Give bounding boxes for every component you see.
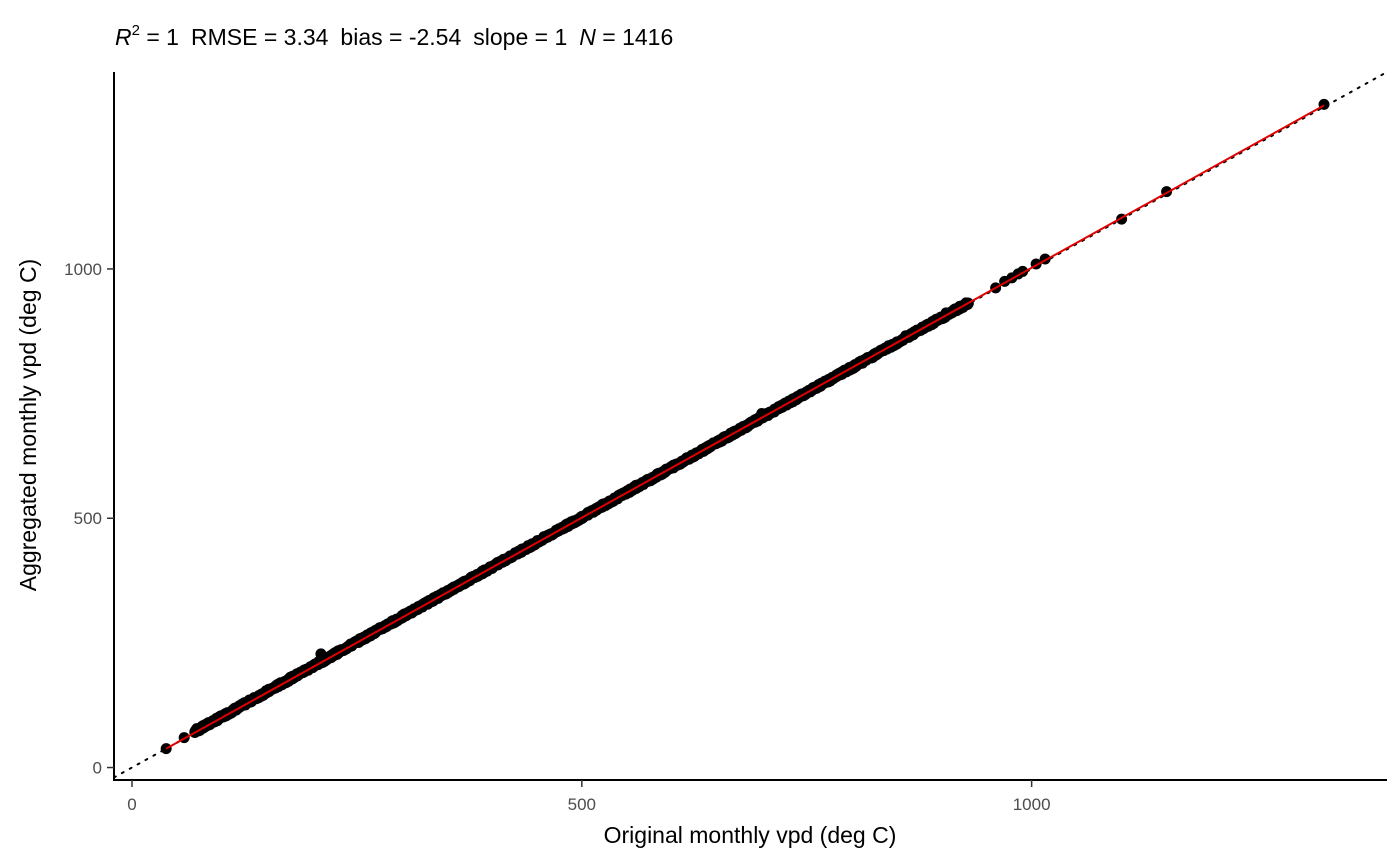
title-r2-label: R xyxy=(115,24,132,50)
title-bias: bias = -2.54 xyxy=(340,24,461,50)
data-point xyxy=(940,307,952,319)
title-n-value: = 1416 xyxy=(596,24,673,50)
x-axis-ticks: 0 500 1000 xyxy=(127,780,1051,814)
x-tick-label: 1000 xyxy=(1013,795,1051,814)
x-tick-label: 0 xyxy=(127,795,136,814)
data-point xyxy=(315,648,327,660)
data-point xyxy=(191,723,203,735)
x-axis-title: Original monthly vpd (deg C) xyxy=(604,822,897,848)
data-point xyxy=(202,717,214,729)
y-tick-label: 1000 xyxy=(64,260,102,279)
x-tick-label: 500 xyxy=(568,795,596,814)
y-tick-label: 0 xyxy=(93,759,102,778)
data-point xyxy=(630,479,642,491)
title-slope: slope = 1 xyxy=(473,24,567,50)
plot-area xyxy=(113,71,1388,779)
y-axis-ticks: 0 500 1000 xyxy=(64,260,114,778)
title-rmse: RMSE = 3.34 xyxy=(191,24,329,50)
fit-line xyxy=(165,104,1325,750)
title-r2-superscript: 2 xyxy=(132,22,140,39)
y-tick-label: 500 xyxy=(74,509,102,528)
y-axis-title: Aggregated monthly vpd (deg C) xyxy=(15,259,41,591)
title-r2-value: = 1 xyxy=(140,24,179,50)
title-n-label: N xyxy=(579,24,596,50)
